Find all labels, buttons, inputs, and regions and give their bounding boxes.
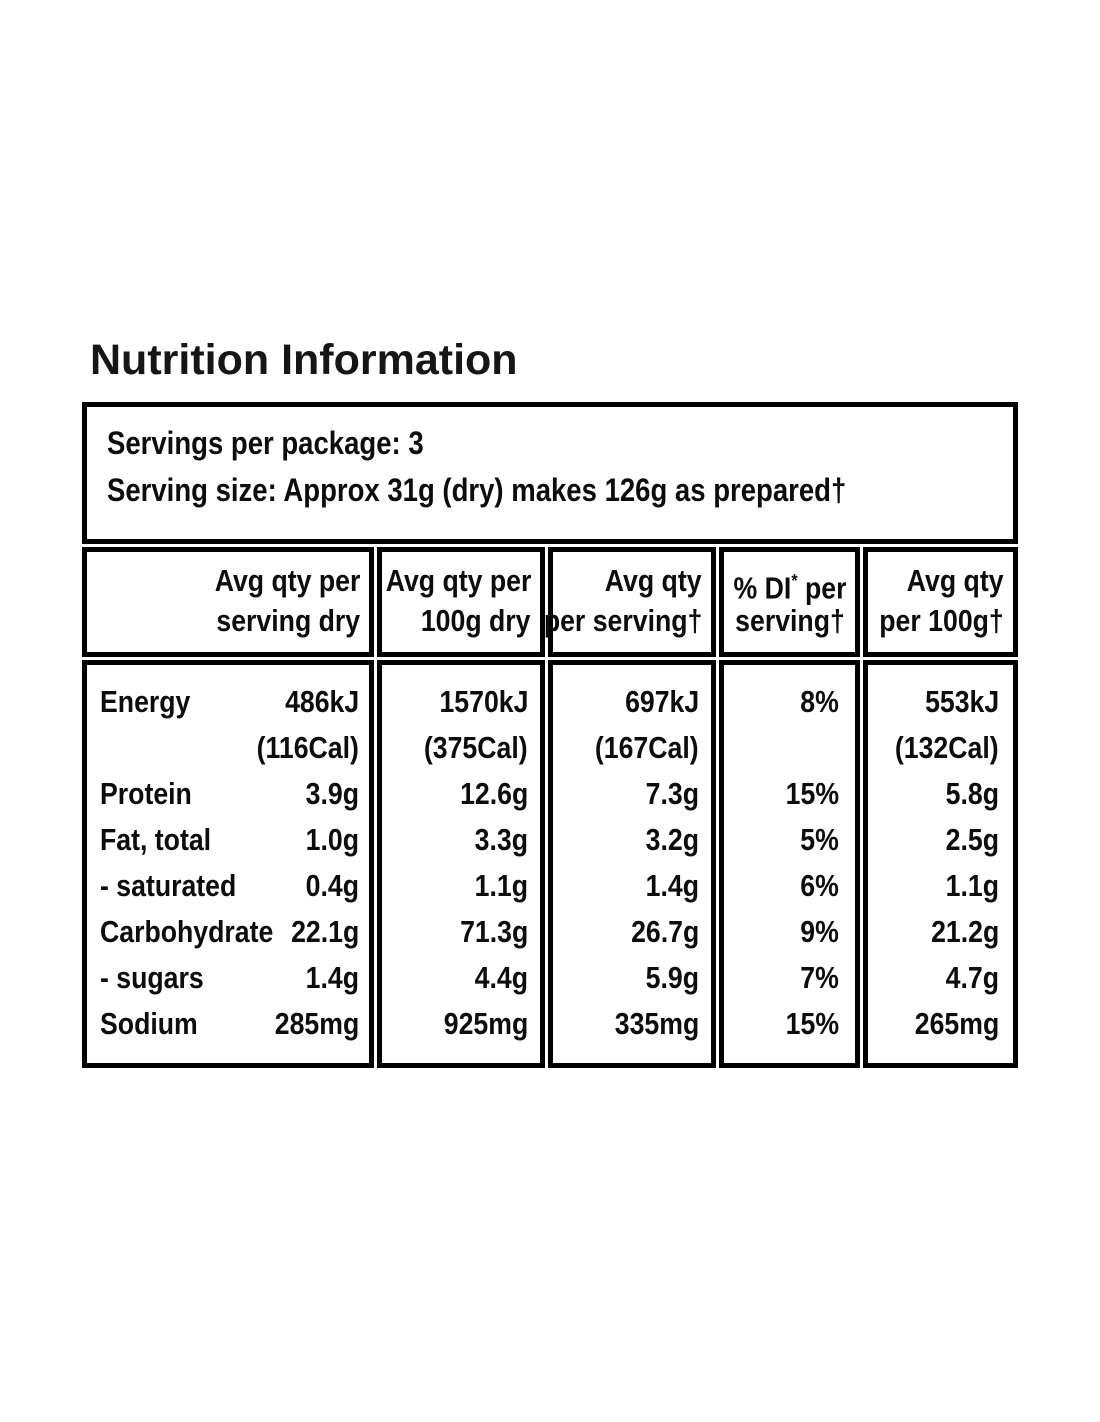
table-row: - saturated 0.4g <box>87 863 369 909</box>
table-row: Protein 3.9g <box>87 771 369 817</box>
di-per-text: per <box>797 570 846 606</box>
nutrient-value: 1.4g <box>645 868 699 903</box>
column-header-di-per-serving: % DI* per serving† <box>719 547 860 657</box>
nutrient-label: Energy <box>100 684 191 719</box>
nutrient-value: 2.5g <box>945 822 999 857</box>
nutrient-value: (116Cal) <box>256 730 359 765</box>
nutrient-value: 3.3g <box>474 822 528 857</box>
servings-per-package-line: Servings per package: 3 <box>107 420 993 467</box>
nutrient-value: 285mg <box>274 1006 359 1041</box>
nutrient-label: - saturated <box>100 868 237 903</box>
column-header-line: % DI* per <box>733 561 846 608</box>
nutrient-value: 3.2g <box>645 822 699 857</box>
nutrient-value: 7.3g <box>645 776 699 811</box>
nutrient-labels-column: Energy 486kJ (116Cal) Protein 3.9g Fat, … <box>82 660 374 1068</box>
column-header-per-100g: Avg qty per 100g† <box>863 547 1018 657</box>
values-per-100g-column: 553kJ (132Cal) 5.8g 2.5g 1.1g 21.2g 4.7g… <box>863 660 1018 1068</box>
nutrient-value: 1.0g <box>305 822 359 857</box>
nutrient-value: 15% <box>785 776 839 811</box>
nutrient-value: 21.2g <box>930 914 999 949</box>
column-header-line: per serving† <box>543 603 702 638</box>
servings-box: Servings per package: 3 Serving size: Ap… <box>82 402 1018 544</box>
nutrient-value: 925mg <box>443 1006 528 1041</box>
nutrient-value: 1.1g <box>945 868 999 903</box>
nutrient-value: 26.7g <box>630 914 699 949</box>
table-row: Energy 486kJ <box>87 679 369 725</box>
table-body: Energy 486kJ (116Cal) Protein 3.9g Fat, … <box>82 660 1018 1068</box>
nutrient-value: 7% <box>800 960 839 995</box>
di-text: % DI <box>733 570 791 606</box>
column-header-row: Avg qty per serving dry Avg qty per 100g… <box>82 547 1018 657</box>
serving-size-text: Serving size: Approx 31g (dry) makes 126… <box>107 472 847 508</box>
values-per-serving-column: 697kJ (167Cal) 7.3g 3.2g 1.4g 26.7g 5.9g… <box>548 660 716 1068</box>
nutrient-value: 335mg <box>614 1006 699 1041</box>
nutrient-value: 12.6g <box>459 776 528 811</box>
column-header-line: serving dry <box>216 603 360 638</box>
nutrient-value: 5.8g <box>945 776 999 811</box>
values-100g-dry-column: 1570kJ (375Cal) 12.6g 3.3g 1.1g 71.3g 4.… <box>377 660 545 1068</box>
servings-per-package-text: Servings per package: 3 <box>107 425 424 461</box>
column-header-line: serving† <box>734 603 845 638</box>
di-asterisk: * <box>790 570 798 591</box>
nutrient-value: 15% <box>785 1006 839 1041</box>
column-header-100g-dry: Avg qty per 100g dry <box>377 547 545 657</box>
nutrient-value: 0.4g <box>305 868 359 903</box>
nutrient-value: 6% <box>800 868 839 903</box>
nutrient-value: 1.4g <box>305 960 359 995</box>
nutrient-label: Protein <box>100 776 192 811</box>
nutrient-value: 1570kJ <box>439 684 528 719</box>
nutrient-value: 697kJ <box>624 684 699 719</box>
table-row: Carbohydrate 22.1g <box>87 909 369 955</box>
nutrient-label: Fat, total <box>100 822 212 857</box>
nutrient-value: 265mg <box>914 1006 999 1041</box>
table-row: Fat, total 1.0g <box>87 817 369 863</box>
table-row: Sodium 285mg <box>87 1001 369 1047</box>
nutrient-value: (132Cal) <box>895 730 999 765</box>
nutrient-value: 9% <box>800 914 839 949</box>
column-header-line: Avg qty per <box>214 563 360 598</box>
column-header-line: Avg qty <box>907 563 1004 598</box>
nutrient-value: 486kJ <box>284 684 359 719</box>
column-header-line: Avg qty <box>605 563 702 598</box>
serving-size-line: Serving size: Approx 31g (dry) makes 126… <box>107 467 993 514</box>
column-header-line: Avg qty per <box>385 563 531 598</box>
column-header-line: per 100g† <box>879 603 1004 638</box>
column-header-line: 100g dry <box>421 603 531 638</box>
nutrient-value: 22.1g <box>290 914 359 949</box>
nutrient-label: Sodium <box>100 1006 198 1041</box>
column-header-per-serving: Avg qty per serving† <box>543 547 716 657</box>
column-header-serving-dry: Avg qty per serving dry <box>82 547 374 657</box>
nutrient-value: 5.9g <box>645 960 699 995</box>
nutrient-value: (167Cal) <box>595 730 699 765</box>
table-row: - sugars 1.4g <box>87 955 369 1001</box>
nutrient-value: 553kJ <box>924 684 999 719</box>
nutrient-value: 4.4g <box>474 960 528 995</box>
nutrient-value: 5% <box>800 822 839 857</box>
nutrient-value: 1.1g <box>474 868 528 903</box>
nutrient-label: Carbohydrate <box>100 914 274 949</box>
nutrient-value: 3.9g <box>305 776 359 811</box>
nutrient-value: 71.3g <box>459 914 528 949</box>
page-title: Nutrition Information <box>90 336 518 384</box>
nutrient-value: 8% <box>800 684 839 719</box>
nutrient-label: - sugars <box>100 960 204 995</box>
nutrient-value: (375Cal) <box>424 730 528 765</box>
values-di-percent-column: 8% 15% 5% 6% 9% 7% 15% <box>719 660 860 1068</box>
table-row: (116Cal) <box>87 725 369 771</box>
nutrition-table: Servings per package: 3 Serving size: Ap… <box>82 402 1018 1068</box>
nutrient-value: 4.7g <box>945 960 999 995</box>
label-content: Nutrition Information Servings per packa… <box>82 336 1018 1068</box>
